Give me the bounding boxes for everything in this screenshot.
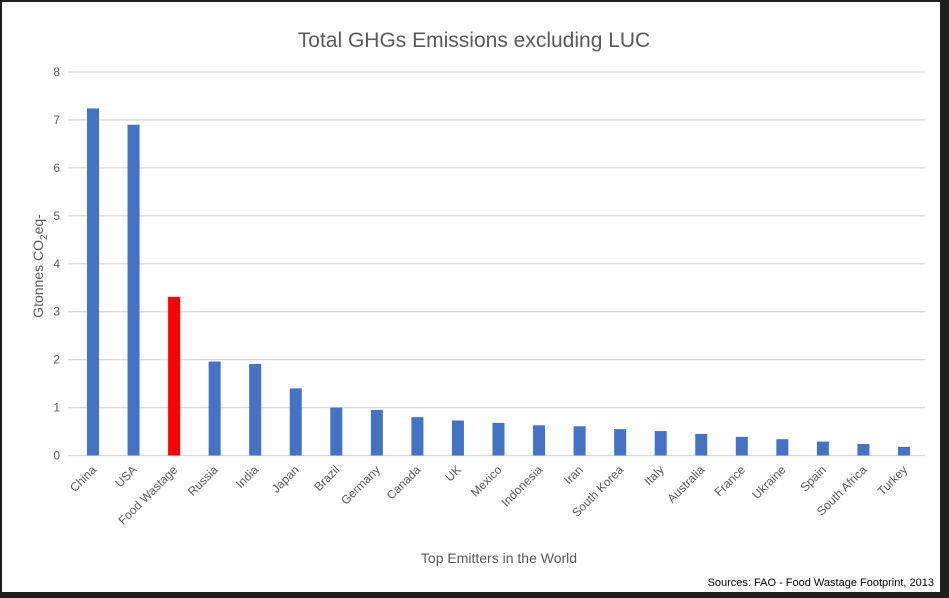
x-tick-label: Italy: [641, 463, 666, 488]
bar-germany: [370, 409, 383, 456]
y-tick-label: 8: [53, 65, 60, 79]
x-tick-label: Ukraine: [749, 462, 788, 501]
y-tick-label: 1: [53, 401, 60, 415]
y-label-pre: Gtonnes CO: [30, 240, 46, 318]
bar-canada: [411, 417, 424, 456]
y-tick-label: 2: [53, 353, 60, 367]
x-tick-label: Russia: [185, 462, 221, 498]
y-tick-label: 3: [53, 305, 60, 319]
y-tick-label: 0: [53, 449, 60, 463]
bar-usa: [127, 124, 140, 456]
bar-chart: Total GHGs Emissions excluding LUC China…: [30, 29, 934, 589]
bar-ukraine: [776, 439, 789, 456]
source-note: Sources: FAO - Food Wastage Footprint, 2…: [708, 577, 934, 589]
bar-spain: [816, 441, 829, 456]
bar-japan: [289, 388, 302, 456]
bar-russia: [208, 361, 221, 456]
bar-iran: [573, 426, 586, 456]
bar-south-africa: [857, 443, 870, 456]
x-tick-label: China: [67, 462, 99, 494]
x-tick-label: Iran: [561, 463, 586, 488]
x-tick-label: France: [712, 462, 749, 499]
x-axis-label: Top Emitters in the World: [421, 550, 577, 566]
bar-italy: [654, 431, 667, 456]
bar-china: [87, 108, 99, 456]
y-tick-label: 7: [53, 113, 60, 127]
y-label-post: eq-: [30, 214, 46, 235]
x-tick-label: Australia: [664, 462, 707, 505]
x-tick-label: UK: [442, 463, 464, 485]
y-tick-label: 6: [53, 161, 60, 175]
chart-frame: Total GHGs Emissions excluding LUC China…: [2, 2, 940, 592]
bar-india: [249, 363, 262, 456]
bar-australia: [695, 433, 708, 456]
x-tick-label: Spain: [797, 463, 829, 495]
x-tick-label: USA: [112, 463, 139, 490]
y-tick-label: 5: [53, 209, 60, 223]
bar-brazil: [330, 407, 343, 456]
x-tick-label: Brazil: [311, 463, 342, 494]
x-tick-label: Japan: [269, 463, 302, 496]
bar-uk: [451, 420, 464, 456]
bar-france: [735, 436, 748, 456]
chart-title: Total GHGs Emissions excluding LUC: [298, 29, 650, 52]
y-label-sub: 2: [39, 234, 50, 240]
bar-mexico: [492, 422, 505, 456]
x-tick-label: Turkey: [875, 463, 911, 499]
bar-indonesia: [533, 425, 546, 456]
y-axis-label: Gtonnes CO2eq-: [30, 214, 50, 318]
x-tick-label: Mexico: [468, 462, 505, 499]
bar-south-korea: [614, 429, 627, 456]
y-tick-label: 4: [53, 257, 60, 271]
x-tick-label: Indonesia: [498, 462, 545, 509]
x-tick-label: Germany: [338, 463, 383, 508]
x-tick-label: India: [233, 462, 262, 491]
bar-turkey: [898, 446, 910, 456]
x-tick-label: Canada: [384, 462, 424, 502]
bar-food-wastage: [168, 296, 181, 456]
